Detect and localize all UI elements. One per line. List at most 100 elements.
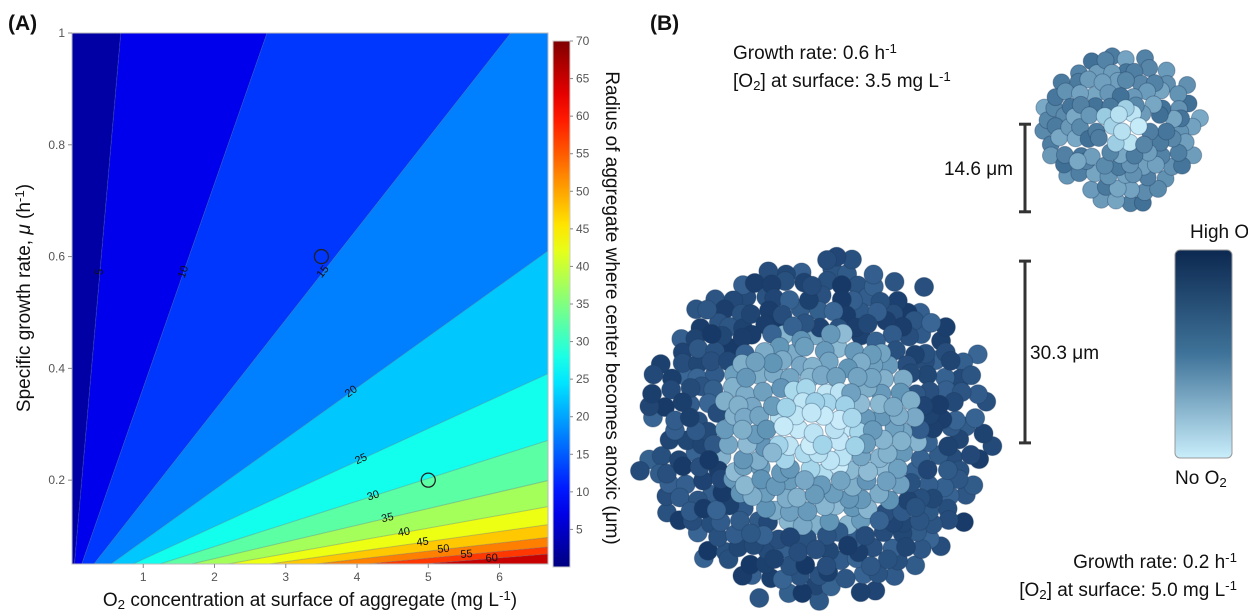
cell bbox=[895, 537, 916, 558]
cell bbox=[1144, 95, 1163, 114]
text-part: 2 bbox=[753, 78, 760, 93]
cell bbox=[968, 384, 989, 405]
text-part: [O bbox=[733, 71, 753, 92]
text-part: ] at surface: 3.5 mg L bbox=[760, 71, 938, 92]
text-part: ) bbox=[14, 184, 35, 190]
cell bbox=[816, 556, 837, 577]
x-tick-label: 5 bbox=[425, 570, 432, 584]
text-part: Specific growth rate, bbox=[14, 235, 35, 412]
panel-label: (B) bbox=[650, 12, 679, 35]
x-tick-label: 3 bbox=[282, 570, 289, 584]
cell bbox=[1080, 106, 1099, 125]
text-part: μ bbox=[14, 224, 35, 236]
text-part: (h bbox=[14, 202, 35, 224]
cell bbox=[661, 379, 682, 400]
cell bbox=[756, 419, 777, 440]
cell bbox=[1071, 118, 1090, 137]
contour-label: 15 bbox=[315, 263, 332, 280]
text-part: -1 bbox=[939, 69, 951, 84]
scale-label: 14.6 μm bbox=[944, 159, 1013, 180]
cell bbox=[1108, 179, 1127, 198]
cell bbox=[794, 470, 815, 491]
colorbar-tick-label: 60 bbox=[576, 109, 590, 123]
text-part: 2 bbox=[1039, 587, 1046, 602]
cell bbox=[643, 364, 664, 385]
cell bbox=[701, 351, 722, 372]
cell bbox=[773, 416, 794, 437]
colorbar-tick-label: 10 bbox=[576, 485, 590, 499]
cell bbox=[921, 312, 942, 333]
cell bbox=[914, 276, 935, 297]
cell bbox=[805, 539, 826, 560]
x-tick-label: 4 bbox=[354, 570, 361, 584]
plot-frame bbox=[71, 32, 549, 565]
contour-label: 10 bbox=[176, 264, 191, 280]
text-part: 2 bbox=[118, 597, 125, 612]
cell bbox=[823, 301, 844, 322]
cell bbox=[780, 527, 801, 548]
cell bbox=[857, 313, 878, 334]
cell bbox=[762, 353, 783, 374]
cell bbox=[1140, 59, 1159, 78]
text-part: High O bbox=[1190, 222, 1248, 243]
point bbox=[420, 472, 436, 488]
cell bbox=[855, 525, 876, 546]
growth-rate-label: Growth rate: 0.6 h-1 bbox=[733, 41, 897, 64]
cell bbox=[876, 471, 897, 492]
colorbar-tick-label: 20 bbox=[576, 410, 590, 424]
cell bbox=[804, 484, 825, 505]
cell bbox=[732, 419, 753, 440]
cell bbox=[960, 444, 981, 465]
contour-label: 5 bbox=[94, 268, 106, 275]
cell bbox=[1135, 135, 1154, 154]
y-tick-label: 0.4 bbox=[48, 361, 65, 375]
text-part: ) bbox=[511, 590, 517, 611]
contour-band bbox=[228, 506, 548, 564]
colorbar-tick-label: 40 bbox=[576, 259, 590, 273]
y-tick-label: 0.8 bbox=[48, 138, 65, 152]
cell bbox=[940, 350, 961, 371]
cell bbox=[656, 463, 677, 484]
contour-label: 55 bbox=[460, 548, 473, 561]
contour-band bbox=[72, 33, 121, 564]
cell bbox=[749, 587, 770, 608]
cell bbox=[788, 542, 809, 563]
colorbar-tick-label: 25 bbox=[576, 372, 590, 386]
cell bbox=[1082, 180, 1101, 199]
cell bbox=[817, 249, 838, 270]
cell bbox=[937, 460, 958, 481]
colorbar-tick-label: 55 bbox=[576, 147, 590, 161]
o2-label: [O2] at surface: 3.5 mg L-1 bbox=[733, 69, 951, 93]
cell bbox=[782, 316, 803, 337]
cell bbox=[905, 497, 926, 518]
text-part: -1 bbox=[885, 41, 897, 56]
contour-band bbox=[315, 537, 548, 564]
cell bbox=[706, 500, 727, 521]
legend-high: High O2 bbox=[1190, 222, 1248, 244]
y-axis-label: Specific growth rate, μ (h-1) bbox=[12, 184, 35, 412]
cell bbox=[877, 549, 898, 570]
point bbox=[313, 248, 330, 265]
cell bbox=[863, 264, 884, 285]
contour-label: 20 bbox=[343, 383, 360, 400]
cell bbox=[869, 510, 890, 531]
contour-label: 30 bbox=[366, 488, 381, 503]
contour-band bbox=[191, 480, 548, 564]
contour-label: 60 bbox=[485, 552, 498, 565]
panel-label: (A) bbox=[8, 12, 37, 35]
colorbar bbox=[552, 40, 571, 568]
cell bbox=[1089, 128, 1108, 147]
contour-band bbox=[366, 546, 548, 564]
cell bbox=[961, 365, 982, 386]
colorbar-tick-label: 70 bbox=[576, 34, 590, 48]
cell bbox=[887, 458, 908, 479]
text-part: Growth rate: 0.6 h bbox=[733, 43, 885, 64]
cell bbox=[801, 402, 822, 423]
cell bbox=[1157, 122, 1176, 141]
cell bbox=[679, 407, 700, 428]
colorbar-tick-label: 15 bbox=[576, 447, 590, 461]
contour-label: 45 bbox=[416, 535, 430, 549]
